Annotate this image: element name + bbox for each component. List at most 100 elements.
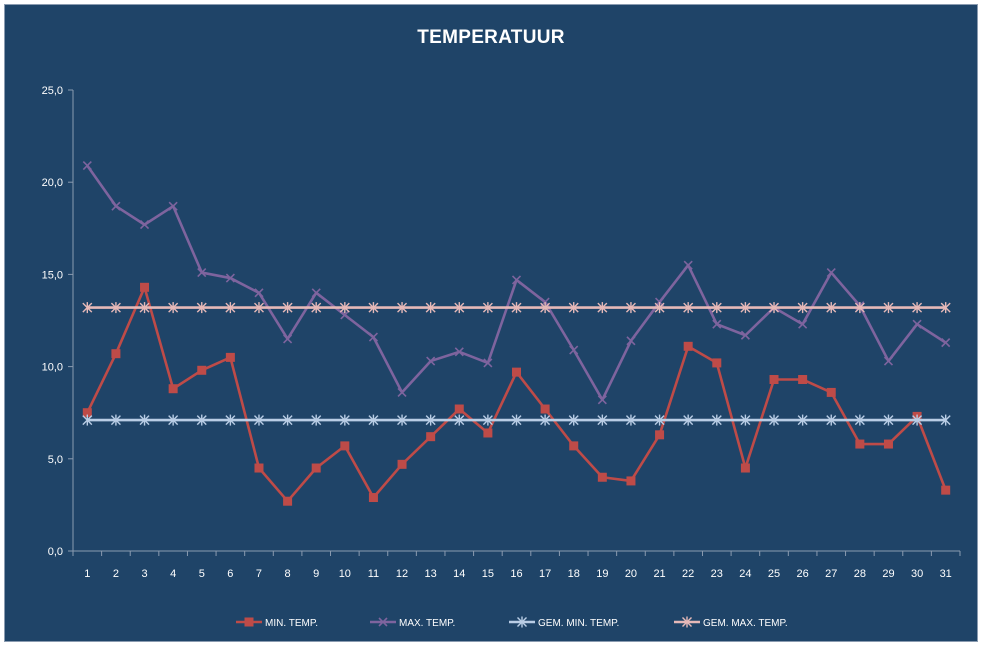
data-point <box>711 414 722 426</box>
x-tick-label: 5 <box>199 568 205 580</box>
data-point <box>625 302 636 314</box>
data-point <box>397 459 407 469</box>
data-point <box>655 430 665 440</box>
data-point <box>626 336 636 346</box>
data-point <box>883 439 893 449</box>
data-point <box>425 302 436 314</box>
x-tick-label: 31 <box>940 568 952 580</box>
x-tick-label: 9 <box>313 568 319 580</box>
legend-entry: GEM. MIN. TEMP. <box>509 616 619 629</box>
data-point <box>311 288 321 298</box>
data-point <box>82 161 92 171</box>
data-point <box>883 302 894 314</box>
x-tick-label: 11 <box>368 568 379 580</box>
data-point <box>712 358 722 368</box>
data-point <box>426 432 436 442</box>
x-tick-label: 29 <box>882 568 894 580</box>
data-point <box>941 485 951 495</box>
data-point <box>826 302 837 314</box>
data-point <box>625 414 636 426</box>
data-point <box>912 302 923 314</box>
data-point <box>196 414 207 426</box>
data-point <box>540 414 551 426</box>
data-point <box>483 428 493 438</box>
x-tick-label: 17 <box>539 568 551 580</box>
data-point <box>683 414 694 426</box>
data-point <box>225 414 236 426</box>
data-point <box>940 414 951 426</box>
data-point <box>797 302 808 314</box>
data-point <box>683 302 694 314</box>
x-tick-label: 13 <box>425 568 437 580</box>
x-tick-label: 14 <box>453 568 465 580</box>
data-point <box>397 302 408 314</box>
data-point <box>82 414 93 426</box>
y-tick-label: 20,0 <box>42 177 63 189</box>
data-point <box>397 387 407 397</box>
series-min-temp <box>82 282 951 506</box>
data-point <box>368 332 379 342</box>
legend-entry: GEM. MAX. TEMP. <box>674 616 788 629</box>
x-tick-label: 15 <box>482 568 494 580</box>
data-point <box>425 414 436 426</box>
data-point <box>82 408 92 418</box>
data-point <box>826 267 836 278</box>
x-tick-label: 20 <box>625 568 637 580</box>
data-point <box>110 414 121 426</box>
data-point <box>111 201 121 211</box>
data-point <box>253 302 264 314</box>
data-point <box>654 414 665 426</box>
data-point <box>454 414 465 426</box>
x-tick-label: 8 <box>285 568 291 580</box>
data-point <box>597 472 607 482</box>
data-point <box>912 414 923 426</box>
data-point <box>339 414 350 426</box>
data-point <box>225 302 236 314</box>
x-tick-label: 27 <box>825 568 837 580</box>
data-point <box>654 302 665 314</box>
chart-title: TEMPERATUUR <box>417 27 565 48</box>
x-tick-label: 23 <box>711 568 723 580</box>
series-gem-max-temp <box>82 302 951 314</box>
data-point <box>626 476 636 486</box>
data-point <box>139 220 150 230</box>
x-tick-label: 25 <box>768 568 780 580</box>
data-point <box>568 302 579 314</box>
data-point <box>512 367 521 377</box>
data-point <box>140 282 150 292</box>
data-point <box>482 302 493 314</box>
data-point <box>168 302 179 314</box>
legend-swatch-marker <box>682 616 692 628</box>
data-point <box>454 347 464 357</box>
data-point <box>940 302 951 314</box>
y-tick-label: 10,0 <box>42 362 63 374</box>
series-gem-min-temp <box>82 414 951 426</box>
x-tick-label: 4 <box>170 568 176 580</box>
data-point <box>740 414 751 426</box>
data-point <box>740 463 750 473</box>
y-tick-label: 5,0 <box>48 454 63 466</box>
legend-swatch-marker <box>244 617 254 627</box>
y-tick-label: 0,0 <box>48 546 63 558</box>
series-layer <box>82 161 951 506</box>
data-point <box>111 349 121 359</box>
x-tick-label: 6 <box>227 568 233 580</box>
data-point <box>769 414 780 426</box>
data-point <box>139 302 150 314</box>
data-point <box>483 358 493 368</box>
data-point <box>253 414 264 426</box>
data-point <box>597 414 608 426</box>
y-tick-label: 25,0 <box>42 85 63 97</box>
data-point <box>683 341 693 351</box>
legend: MIN. TEMP. MAX. TEMP. GEM. MIN. TEMP. GEM. … <box>236 616 788 629</box>
data-point <box>225 273 235 283</box>
legend-label: MIN. TEMP. <box>265 618 318 629</box>
x-tick-label: 30 <box>911 568 923 580</box>
x-tick-label: 1 <box>84 568 90 580</box>
data-point <box>196 302 207 314</box>
axes: 0,05,010,015,020,025,01 2 3 4 5 6 7 8 9 10 11 12 13 1… <box>42 85 961 580</box>
x-tick-label: 26 <box>797 568 809 580</box>
legend-label: MAX. TEMP. <box>399 618 455 629</box>
legend-swatch-marker <box>517 616 527 628</box>
data-point <box>798 319 808 329</box>
